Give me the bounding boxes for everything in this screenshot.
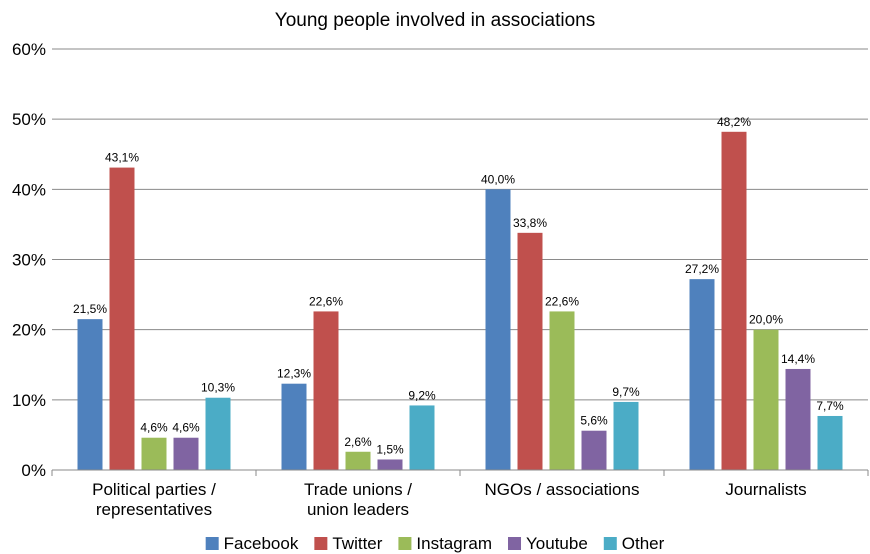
bar-youtube [785, 368, 811, 470]
y-tick-label: 30% [12, 251, 46, 270]
legend-swatch [398, 537, 412, 550]
x-category-label: representatives [96, 500, 212, 519]
data-label: 9,2% [408, 388, 436, 402]
y-tick-label: 10% [12, 391, 46, 410]
bar-twitter [517, 232, 543, 470]
bar-other [205, 397, 231, 470]
bar-twitter [313, 311, 339, 470]
legend-label: Youtube [526, 534, 588, 553]
y-tick-label: 40% [12, 180, 46, 199]
data-labels: 21,5% 43,1% 4,6% 4,6% 10,3% 12,3% 22,6% 2,6% 1,5… [73, 115, 844, 457]
data-label: 21,5% [73, 302, 107, 316]
bar-facebook [77, 319, 103, 470]
data-label: 20,0% [749, 313, 783, 327]
legend-label: Twitter [332, 534, 382, 553]
data-label: 40,0% [481, 172, 515, 186]
data-label: 48,2% [717, 115, 751, 129]
legend-swatch [508, 537, 522, 550]
chart-title: Young people involved in associations [275, 10, 595, 31]
y-tick-label: 50% [12, 110, 46, 129]
x-category-label: Trade unions / [304, 480, 412, 499]
data-label: 5,6% [580, 414, 608, 428]
legend-item-instagram: Instagram [398, 534, 492, 553]
x-category-label: NGOs / associations [485, 480, 640, 499]
y-tick-label: 60% [12, 40, 46, 59]
data-label: 7,7% [816, 399, 844, 413]
legend: Facebook Twitter Instagram Youtube Other [205, 534, 665, 553]
data-label: 10,3% [201, 381, 235, 395]
data-label: 12,3% [277, 367, 311, 381]
data-label: 4,6% [172, 421, 200, 435]
legend-swatch [314, 537, 328, 550]
bar-instagram [549, 311, 575, 470]
bar-twitter [721, 131, 747, 470]
bar-facebook [689, 279, 715, 470]
legend-item-twitter: Twitter [314, 534, 383, 553]
data-label: 27,2% [685, 262, 719, 276]
y-tick-label: 0% [21, 461, 46, 480]
bar-twitter [109, 167, 135, 470]
x-category-label: union leaders [307, 500, 409, 519]
bar-youtube [581, 430, 607, 470]
bars [77, 131, 843, 471]
bar-instagram [753, 329, 779, 470]
data-label: 1,5% [376, 442, 404, 456]
data-label: 9,7% [612, 385, 640, 399]
gridlines: 0% 10% 20% 30% 40% 50% 60% [12, 40, 868, 480]
bar-other [409, 405, 435, 470]
legend-label: Facebook [224, 534, 299, 553]
bar-instagram [345, 451, 371, 470]
data-label: 4,6% [140, 421, 168, 435]
x-axis: Political parties /representatives Trade … [51, 469, 869, 519]
x-category-label: Political parties / [92, 480, 216, 499]
data-label: 14,4% [781, 352, 815, 366]
y-tick-label: 20% [12, 321, 46, 340]
bar-other [613, 401, 639, 470]
legend-swatch [205, 537, 219, 550]
bar-other [817, 415, 843, 470]
legend-swatch [603, 537, 617, 550]
legend-item-other: Other [603, 534, 665, 553]
legend-item-facebook: Facebook [205, 534, 299, 553]
legend-label: Instagram [416, 534, 492, 553]
data-label: 22,6% [545, 294, 579, 308]
data-label: 22,6% [309, 294, 343, 308]
legend-label: Other [622, 534, 665, 553]
bar-facebook [281, 383, 307, 470]
bar-youtube [377, 459, 403, 470]
bar-instagram [141, 437, 167, 470]
bar-youtube [173, 437, 199, 470]
data-label: 43,1% [105, 151, 139, 165]
x-category-label: Journalists [725, 480, 806, 499]
data-label: 33,8% [513, 216, 547, 230]
data-label: 2,6% [344, 435, 372, 449]
legend-item-youtube: Youtube [508, 534, 588, 553]
bar-facebook [485, 189, 511, 471]
